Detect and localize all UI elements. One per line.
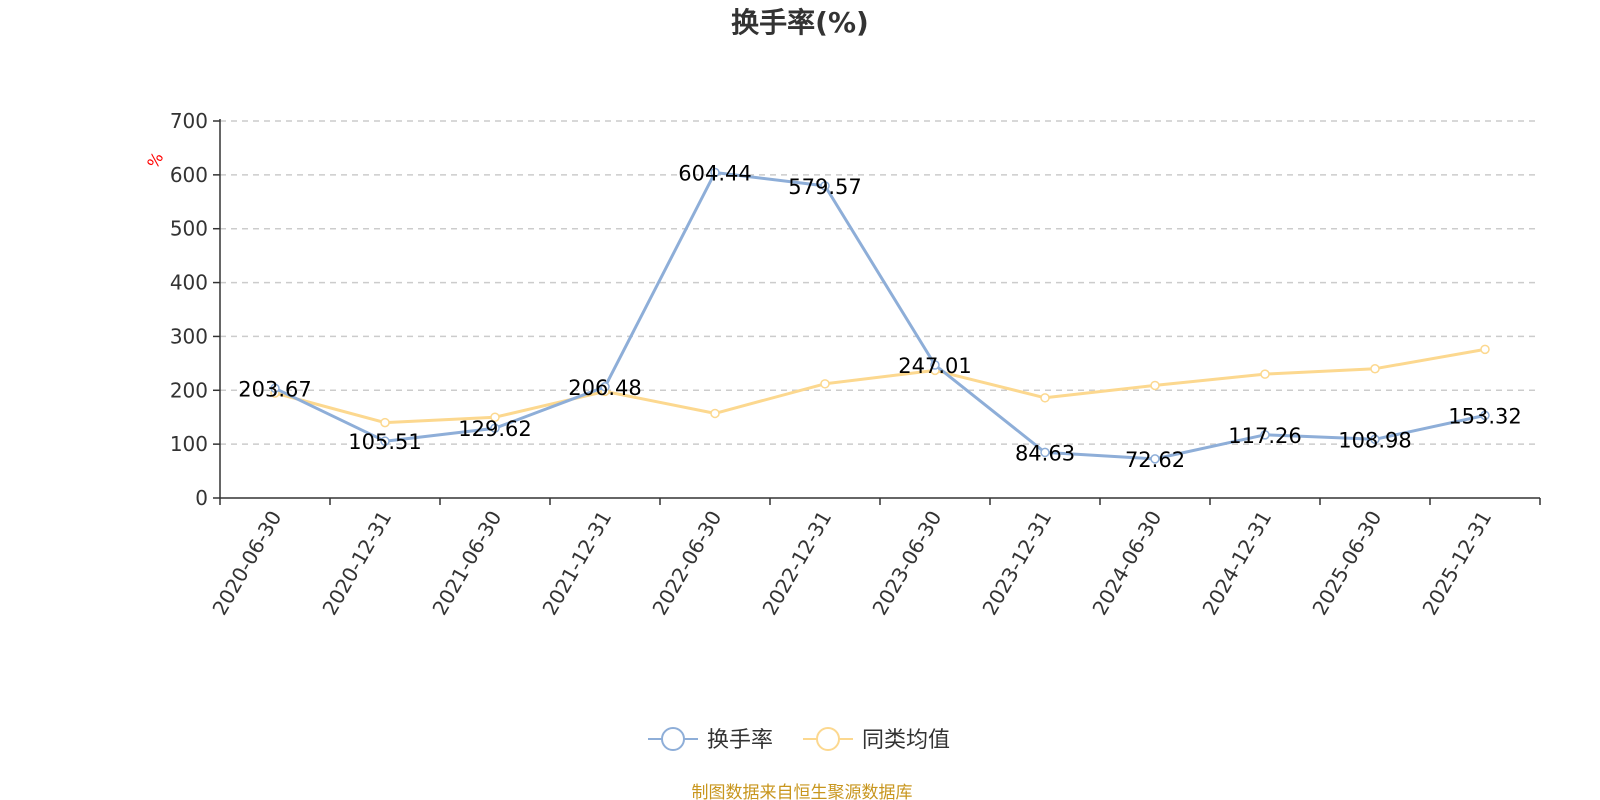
legend-item-turnover[interactable]: 换手率 [648, 727, 773, 753]
data-label: 117.26 [1228, 424, 1301, 448]
series-1-point[interactable] [1480, 344, 1490, 355]
series-line-0 [274, 171, 1486, 461]
x-tick-label: 2025-06-30 [1307, 507, 1386, 620]
y-tick-label: 200 [170, 378, 208, 402]
legend-marker [816, 727, 840, 751]
y-tick-label: 500 [170, 217, 208, 241]
chart-title: 换手率(%) [731, 6, 869, 39]
x-tick-label: 2022-06-30 [647, 507, 726, 620]
data-label: 72.62 [1125, 448, 1185, 472]
series-0-point[interactable] [1260, 430, 1270, 440]
series-1-point[interactable] [1150, 380, 1160, 391]
data-label: 105.51 [348, 430, 421, 454]
y-tick-label: 300 [170, 324, 208, 348]
series-1-point[interactable] [820, 379, 830, 389]
series-0-point[interactable] [270, 383, 280, 394]
legend-label-turnover: 换手率 [707, 728, 773, 753]
series-0-point[interactable] [1370, 434, 1380, 445]
series-1-point[interactable] [710, 408, 720, 419]
series-0-point[interactable] [380, 436, 390, 446]
data-label: 153.32 [1448, 404, 1521, 428]
legend-marker [661, 727, 685, 751]
legend-item-peer-average[interactable]: 同类均值 [803, 727, 950, 753]
y-axis-unit-label: % [143, 149, 167, 172]
series-0-point[interactable] [820, 181, 830, 191]
y-tick-label: 600 [170, 163, 208, 187]
series-layer [270, 167, 1490, 464]
grid-lines [220, 120, 1540, 445]
series-0-point[interactable] [1480, 410, 1490, 421]
series-line-1 [274, 347, 1486, 425]
data-labels: 203.67 105.51 129.62 206.48 604.44 579.57 247.… [238, 161, 1521, 471]
data-label: 108.98 [1338, 428, 1411, 452]
series-0-point[interactable] [1150, 454, 1160, 464]
y-tick-label: 400 [170, 271, 208, 295]
series-0-point[interactable] [930, 360, 940, 370]
y-tick-label: 700 [170, 109, 208, 133]
data-label: 206.48 [568, 376, 641, 400]
data-label: 203.67 [238, 377, 311, 401]
x-tick-label: 2020-12-31 [317, 507, 396, 620]
x-tick-label: 2021-12-31 [537, 507, 616, 620]
data-source-note: 制图数据来自恒生聚源数据库 [692, 783, 913, 800]
series-0-point[interactable] [710, 167, 720, 178]
series-1-point[interactable] [1370, 363, 1380, 374]
data-label: 84.63 [1015, 441, 1075, 465]
series-1-point[interactable] [1260, 369, 1270, 379]
data-label: 604.44 [678, 161, 751, 185]
x-tick-label: 2024-12-31 [1197, 507, 1276, 620]
x-tick-label: 2024-06-30 [1087, 507, 1166, 620]
x-tick-label: 2025-12-31 [1417, 507, 1496, 620]
y-tick-label: 100 [170, 432, 208, 456]
legend-label-peer-average: 同类均值 [862, 728, 950, 753]
x-tick-label: 2023-06-30 [867, 507, 946, 620]
x-tick-label: 2022-12-31 [757, 507, 836, 620]
data-label: 129.62 [458, 417, 531, 441]
series-0-point[interactable] [490, 423, 500, 433]
legend: 换手率 同类均值 [648, 727, 950, 753]
y-tick-label: 0 [195, 486, 208, 510]
data-label: 579.57 [788, 175, 861, 199]
x-tick-label: 2020-06-30 [207, 507, 286, 620]
x-tick-label: 2023-12-31 [977, 507, 1056, 620]
series-1-point[interactable] [1040, 393, 1050, 403]
series-1-point[interactable] [490, 412, 500, 422]
x-tick-label: 2021-06-30 [427, 507, 506, 620]
series-0-point[interactable] [1040, 447, 1050, 458]
series-0-point[interactable] [600, 382, 610, 392]
data-label: 247.01 [898, 354, 971, 378]
series-1-point[interactable] [380, 417, 390, 428]
